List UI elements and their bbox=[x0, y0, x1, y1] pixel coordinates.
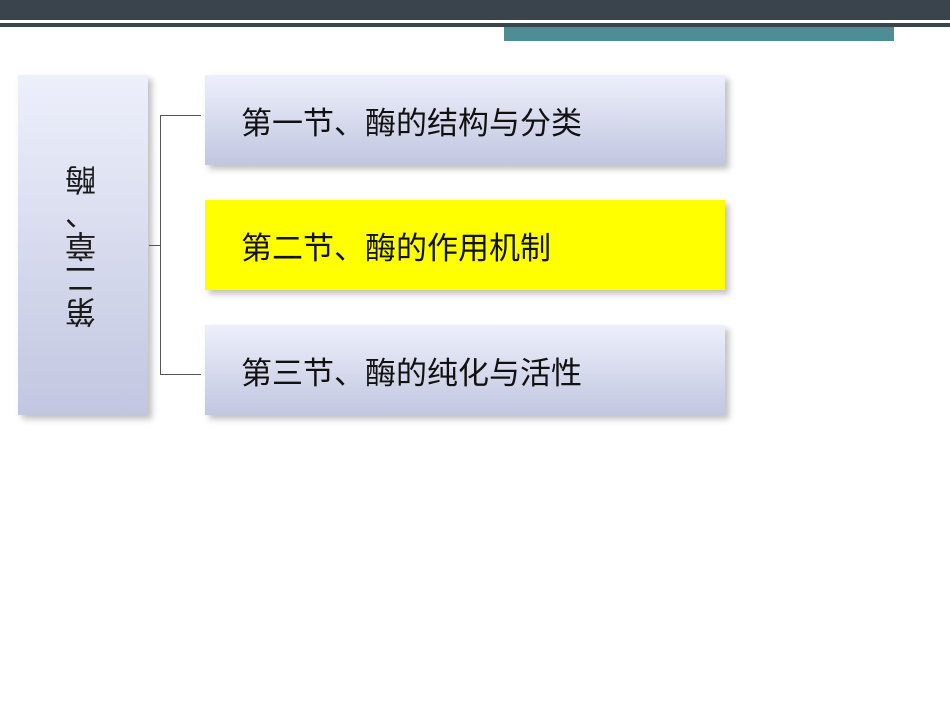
chapter-root-label: 第二章、酶 bbox=[61, 163, 106, 328]
section-item: 第二节、酶的作用机制 bbox=[205, 200, 725, 290]
section-label: 第一节、酶的结构与分类 bbox=[241, 98, 582, 143]
chapter-root-box: 第二章、酶 bbox=[18, 75, 148, 415]
header-band bbox=[0, 0, 950, 27]
section-label: 第二节、酶的作用机制 bbox=[241, 223, 551, 268]
sections-list: 第一节、酶的结构与分类 第二节、酶的作用机制 第三节、酶的纯化与活性 bbox=[205, 75, 725, 450]
header-band-top bbox=[0, 0, 950, 20]
section-label: 第三节、酶的纯化与活性 bbox=[241, 348, 582, 393]
header-accent bbox=[504, 27, 894, 41]
section-item: 第三节、酶的纯化与活性 bbox=[205, 325, 725, 415]
section-item: 第一节、酶的结构与分类 bbox=[205, 75, 725, 165]
hierarchy-bracket bbox=[160, 115, 200, 375]
